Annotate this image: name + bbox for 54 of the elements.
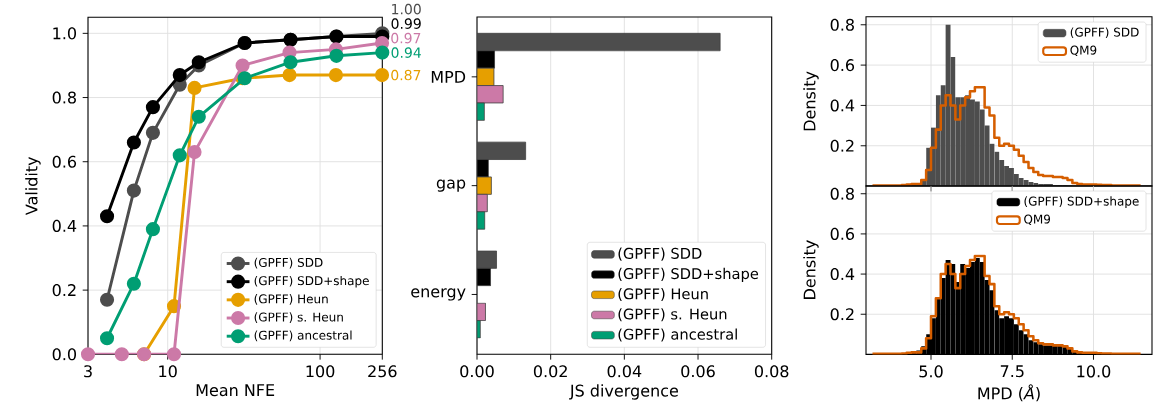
legend-label: (GPFF) s. Heun bbox=[254, 312, 343, 323]
data-label: 0.94 bbox=[391, 47, 421, 58]
y-tick-label: 0.8 bbox=[52, 91, 76, 104]
legend-label: (GPFF) ancestral bbox=[618, 328, 737, 342]
y-tick-label: energy bbox=[411, 288, 466, 301]
x-tick-label: 0.00 bbox=[460, 365, 494, 378]
y-tick-label: 0.4 bbox=[830, 99, 855, 112]
y-tick-label: MPD bbox=[431, 71, 466, 83]
x-tick-label: 5.0 bbox=[919, 365, 943, 378]
x-tick-label: 0.04 bbox=[607, 365, 642, 378]
legend-label: QM9 bbox=[1070, 45, 1097, 57]
y-tick-label: 1.0 bbox=[53, 27, 77, 40]
data-label: 0.97 bbox=[391, 32, 421, 44]
y-tick-label: 0.2 bbox=[52, 284, 76, 297]
data-label: 0.87 bbox=[391, 69, 421, 81]
legend-label: (GPFF) SDD bbox=[254, 257, 323, 269]
y-tick-label: 0.6 bbox=[52, 155, 77, 168]
legend-label: (GPFF) ancestral bbox=[254, 330, 352, 342]
x-tick-label: 0.08 bbox=[754, 365, 789, 378]
legend-label: (GPFF) Heun bbox=[254, 294, 328, 305]
x-axis-title: JS divergence bbox=[569, 384, 678, 400]
y-tick-label: 0.6 bbox=[830, 59, 855, 72]
legend-label: (GPFF) Heun bbox=[618, 288, 708, 302]
x-tick-label: 0.06 bbox=[681, 365, 715, 378]
y-tick-label: 0.4 bbox=[52, 219, 77, 232]
legend-label: (GPFF) SDD bbox=[618, 247, 702, 261]
legend-label: (GPFF) SDD+shape bbox=[254, 275, 369, 288]
data-label: 1.00 bbox=[392, 3, 421, 15]
x-tick-label: 10 bbox=[159, 365, 177, 378]
y-tick-label: 0.0 bbox=[52, 348, 77, 361]
x-tick-label: 0.02 bbox=[533, 365, 567, 378]
data-label: 0.99 bbox=[391, 18, 421, 29]
y-tick-label: 0.6 bbox=[830, 227, 855, 240]
y-axis-title: Validity bbox=[25, 156, 41, 216]
legend-label: (GPFF) SDD+shape bbox=[618, 267, 759, 283]
legend-label: (GPFF) SDD+shape bbox=[1024, 196, 1139, 208]
x-tick-label: 256 bbox=[368, 365, 397, 378]
x-tick-label: 10.0 bbox=[1077, 365, 1111, 378]
y-tick-label: 0.2 bbox=[830, 308, 854, 321]
y-tick-label: 0.8 bbox=[830, 187, 854, 200]
x-tick-label: 3 bbox=[84, 365, 92, 378]
legend-label: (GPFF) s. Heun bbox=[618, 308, 727, 322]
x-axis-title: MPD (Å) bbox=[978, 384, 1040, 402]
y-tick-label: 0.4 bbox=[830, 268, 855, 281]
y-axis-title: Density bbox=[803, 71, 819, 131]
y-tick-label: 0.2 bbox=[830, 139, 854, 152]
x-tick-label: 100 bbox=[306, 365, 335, 378]
y-tick-label: gap bbox=[436, 179, 466, 192]
y-axis-title: Density bbox=[803, 240, 819, 299]
legend-label: (GPFF) SDD bbox=[1070, 27, 1139, 39]
x-tick-label: 7.5 bbox=[1000, 365, 1024, 378]
legend-label: QM9 bbox=[1024, 214, 1051, 225]
x-axis-title: Mean NFE bbox=[196, 384, 275, 397]
y-tick-label: 0.8 bbox=[830, 18, 854, 31]
